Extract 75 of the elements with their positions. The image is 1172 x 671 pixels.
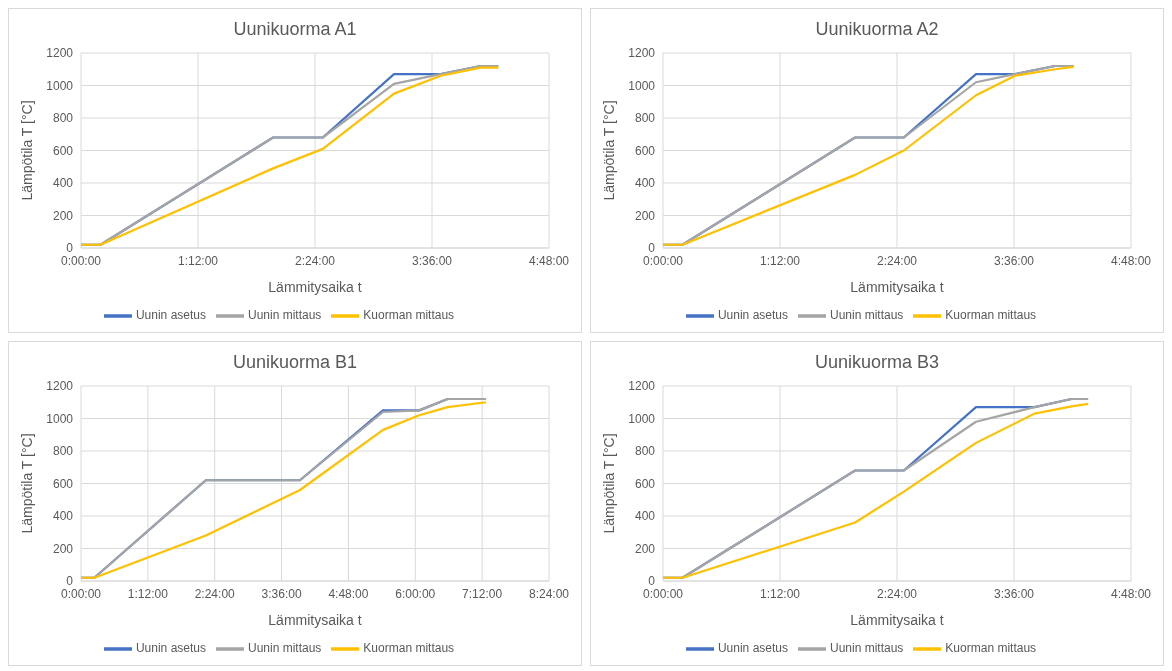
x-tick-label: 8:24:00 (528, 586, 570, 601)
x-tick-label: 3:36:00 (411, 253, 453, 268)
y-tick-label: 1000 (46, 78, 74, 93)
y-tick-label: 400 (634, 176, 656, 191)
y-tick-label: 0 (648, 241, 656, 256)
x-tick-label: 3:36:00 (993, 586, 1035, 601)
legend-label: Uunin mittaus (247, 641, 322, 656)
x-axis-title: Lämmitysaika t (850, 612, 944, 628)
x-tick-label: 4:48:00 (1110, 253, 1152, 268)
y-tick-label: 1200 (628, 46, 656, 61)
legend-label: Uunin asetus (717, 641, 788, 656)
x-tick-label: 6:00:00 (395, 586, 436, 601)
y-axis-title: Lämpötila T [°C] (600, 433, 617, 534)
x-tick-label: 4:48:00 (328, 586, 369, 601)
x-tick-label: 1:12:00 (759, 253, 801, 268)
x-tick-label: 2:24:00 (876, 586, 918, 601)
legend-label: Kuorman mittaus (945, 641, 1037, 656)
y-tick-label: 600 (52, 476, 74, 491)
legend-label: Uunin mittaus (829, 308, 904, 323)
x-tick-label: 2:24:00 (194, 586, 236, 601)
x-tick-label: 0:00:00 (60, 253, 102, 268)
y-tick-label: 600 (634, 143, 656, 158)
x-tick-label: 0:00:00 (60, 586, 102, 601)
y-tick-label: 1200 (46, 46, 74, 61)
x-tick-label: 3:36:00 (261, 586, 302, 601)
y-tick-label: 400 (634, 509, 656, 524)
x-axis-title: Lämmitysaika t (268, 612, 362, 628)
legend-label: Uunin mittaus (247, 308, 322, 323)
legend-label: Kuorman mittaus (363, 641, 455, 656)
x-axis-title: Lämmitysaika t (850, 279, 944, 295)
y-tick-label: 200 (634, 541, 656, 556)
x-tick-label: 1:12:00 (177, 253, 219, 268)
legend-label: Uunin asetus (135, 641, 206, 656)
x-tick-label: 0:00:00 (642, 253, 684, 268)
y-tick-label: 1000 (628, 78, 656, 93)
y-tick-label: 600 (634, 476, 656, 491)
y-tick-label: 1000 (628, 411, 656, 426)
chart-title: Uunikuorma B1 (231, 352, 359, 374)
x-tick-label: 7:12:00 (462, 586, 503, 601)
legend-label: Kuorman mittaus (945, 308, 1037, 323)
y-tick-label: 200 (634, 208, 656, 223)
y-tick-label: 0 (66, 241, 74, 256)
y-tick-label: 1000 (46, 411, 74, 426)
legend-label: Uunin asetus (135, 308, 206, 323)
x-tick-label: 4:48:00 (528, 253, 570, 268)
y-tick-label: 400 (52, 176, 74, 191)
y-tick-label: 1200 (628, 379, 656, 394)
y-tick-label: 800 (52, 111, 74, 126)
y-tick-label: 800 (634, 444, 656, 459)
x-axis-title: Lämmitysaika t (268, 279, 362, 295)
y-axis-title: Lämpötila T [°C] (18, 100, 35, 201)
y-tick-label: 1200 (46, 379, 74, 394)
y-tick-label: 0 (648, 574, 656, 589)
chart-title: Uunikuorma B3 (813, 352, 941, 374)
legend-label: Kuorman mittaus (363, 308, 455, 323)
x-tick-label: 2:24:00 (294, 253, 336, 268)
y-axis-title: Lämpötila T [°C] (18, 433, 35, 534)
legend-label: Uunin mittaus (829, 641, 904, 656)
y-tick-label: 600 (52, 143, 74, 158)
x-tick-label: 0:00:00 (642, 586, 684, 601)
y-tick-label: 800 (52, 444, 74, 459)
chart-title: Uunikuorma A1 (232, 19, 358, 41)
y-tick-label: 400 (52, 509, 74, 524)
x-tick-label: 2:24:00 (876, 253, 918, 268)
y-tick-label: 200 (52, 541, 74, 556)
y-tick-label: 800 (634, 111, 656, 126)
x-tick-label: 4:48:00 (1110, 586, 1152, 601)
x-tick-label: 3:36:00 (993, 253, 1035, 268)
x-tick-label: 1:12:00 (127, 586, 169, 601)
chart-title: Uunikuorma A2 (814, 19, 940, 41)
x-tick-label: 1:12:00 (759, 586, 801, 601)
y-tick-label: 200 (52, 208, 74, 223)
y-axis-title: Lämpötila T [°C] (600, 100, 617, 201)
legend-label: Uunin asetus (717, 308, 788, 323)
y-tick-label: 0 (66, 574, 74, 589)
